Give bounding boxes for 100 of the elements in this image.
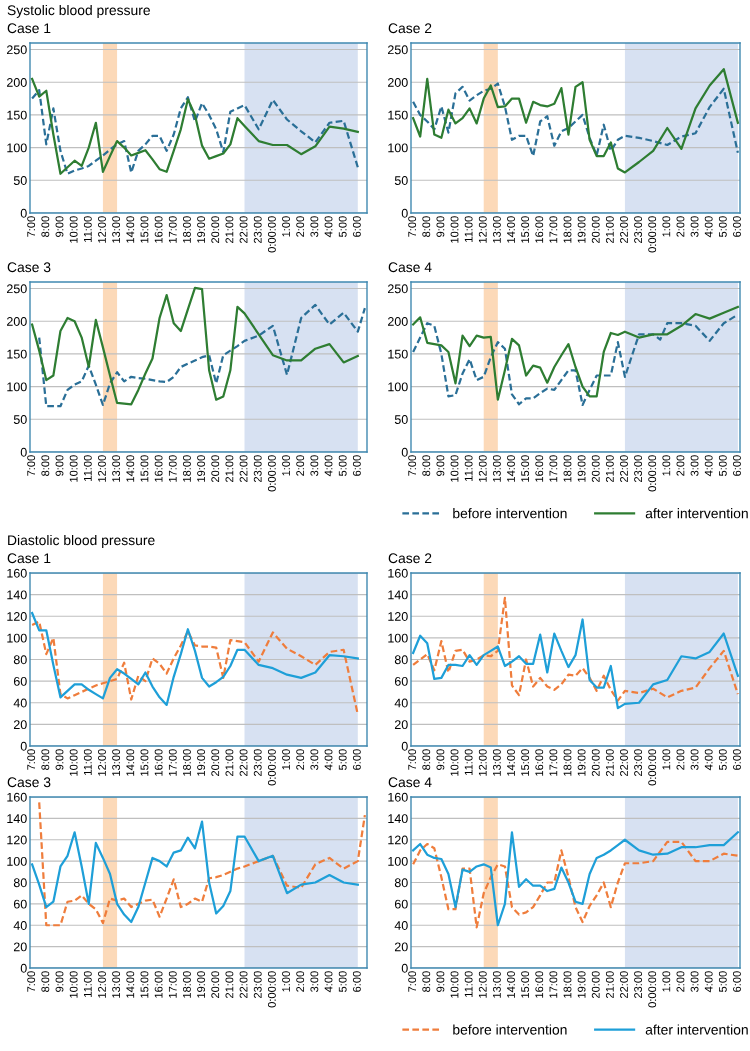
x-tick-label: 10:00 (450, 216, 459, 243)
x-tick-label: 16:00 (154, 971, 163, 998)
x-tick-label: 8:00 (422, 455, 431, 476)
x-tick-label: 6:00 (733, 455, 741, 476)
x-tick-label: 5:00 (718, 216, 727, 237)
x-tick-label: 14:00 (507, 971, 515, 998)
y-tick-label: 200 (388, 317, 408, 326)
x-tick-label: 9:00 (436, 216, 445, 237)
y-tick-label: 120 (7, 835, 27, 845)
line-series (412, 618, 739, 710)
x-tick-label: 23:00 (634, 749, 643, 777)
x-tick-label: 5:00 (718, 455, 727, 476)
x-tick-label: 11:00 (83, 216, 92, 242)
x-tick-label: 9:00 (55, 216, 64, 237)
x-tick-label: 0:00:00 (267, 749, 276, 786)
y-tick-label: 0 (20, 208, 27, 218)
x-tick-label: 14:00 (126, 216, 135, 243)
x-tick-label: 3:00 (690, 455, 699, 476)
y-tick-label: 100 (7, 633, 27, 643)
x-tick-label: 3:00 (310, 749, 319, 770)
x-tick-label: 8:00 (41, 749, 50, 770)
x-tick-label: 0:00:00 (267, 216, 276, 253)
y-tick-label: 100 (7, 143, 27, 153)
x-tick-label: 4:00 (704, 216, 713, 238)
x-tick-label: 0:00:00 (648, 455, 657, 492)
x-tick-label: 19:00 (577, 971, 586, 998)
x-tick-label: 8:00 (41, 455, 50, 476)
x-tick-label: 12:00 (98, 971, 106, 998)
chart-subtitle: Case 3 (7, 777, 51, 788)
x-tick-label: 0:00:00 (648, 749, 657, 786)
x-tick-label: 20:00 (211, 971, 220, 999)
y-tick-label: 80 (13, 878, 27, 888)
x-tick-label: 17:00 (168, 216, 177, 243)
x-tick-label: 2:00 (676, 455, 685, 476)
x-tick-label: 7:00 (27, 749, 36, 770)
x-tick-label: 6:00 (352, 971, 361, 992)
x-tick-label: 23:00 (634, 455, 643, 483)
x-tick-label: 8:00 (41, 216, 50, 237)
x-tick-label: 14:00 (126, 971, 135, 998)
x-tick-label: 19:00 (577, 749, 586, 776)
x-tick-label: 10:00 (69, 216, 78, 243)
x-tick-label: 8:00 (422, 971, 431, 992)
y-tick-label: 50 (13, 415, 27, 424)
chart-title: Diastolic blood pressure (8, 534, 155, 548)
line-series (31, 611, 359, 707)
x-tick-label: 20:00 (591, 749, 600, 777)
x-tick-label: 4:00 (704, 749, 713, 771)
x-tick-label: 5:00 (338, 455, 347, 476)
line-series (412, 596, 739, 702)
x-tick-label: 21:00 (605, 971, 614, 999)
x-tick-label: 22:00 (620, 455, 628, 483)
x-tick-label: 15:00 (521, 455, 530, 482)
x-tick-label: 18:00 (563, 455, 572, 482)
x-tick-label: 23:00 (253, 971, 262, 999)
x-tick-label: 20:00 (211, 455, 220, 483)
y-tick-label: 40 (13, 698, 27, 708)
x-tick-label: 12:00 (98, 749, 106, 776)
x-tick-label: 4:00 (324, 971, 333, 993)
chart-subtitle: Case 1 (7, 553, 51, 564)
x-tick-label: 6:00 (352, 216, 361, 237)
x-tick-label: 21:00 (605, 216, 614, 244)
y-tick-label: 60 (13, 899, 27, 909)
x-tick-label: 7:00 (27, 216, 36, 237)
x-tick-label: 8:00 (422, 216, 431, 237)
x-tick-label: 21:00 (225, 749, 234, 777)
y-tick-label: 20 (13, 720, 27, 730)
x-tick-label: 9:00 (436, 455, 445, 476)
x-tick-label: 5:00 (338, 216, 347, 237)
x-tick-label: 2:00 (296, 455, 305, 476)
x-tick-label: 21:00 (225, 216, 234, 244)
y-tick-label: 80 (13, 655, 27, 665)
x-tick-label: 2:00 (676, 216, 685, 237)
x-tick-label: 12:00 (478, 971, 487, 998)
x-tick-label: 5:00 (718, 971, 727, 992)
x-tick-label: 2:00 (676, 749, 685, 770)
chart-subtitle: Case 2 (388, 23, 432, 34)
y-tick-label: 20 (13, 942, 27, 952)
x-tick-label: 4:00 (704, 971, 713, 993)
y-tick-label: 50 (13, 176, 27, 185)
y-tick-label: 140 (7, 590, 27, 600)
x-tick-label: 7:00 (27, 455, 36, 476)
y-tick-label: 40 (394, 921, 408, 930)
x-tick-label: 1:00 (662, 971, 671, 992)
x-tick-label: 10:00 (69, 971, 78, 998)
x-tick-label: 17:00 (168, 749, 177, 776)
x-tick-label: 15:00 (140, 971, 149, 998)
x-tick-label: 20:00 (591, 455, 600, 483)
chart-title: Systolic blood pressure (7, 4, 150, 18)
x-tick-label: 15:00 (521, 216, 530, 243)
y-tick-label: 100 (388, 382, 408, 392)
x-tick-label: 23:00 (253, 216, 262, 244)
x-tick-label: 1:00 (282, 216, 290, 237)
y-tick-label: 0 (20, 963, 27, 973)
x-tick-label: 15:00 (140, 749, 149, 776)
x-tick-label: 22:00 (239, 749, 248, 777)
x-tick-label: 7:00 (408, 455, 417, 476)
x-tick-label: 1:00 (282, 455, 290, 476)
x-tick-label: 18:00 (182, 455, 191, 482)
x-tick-label: 10:00 (69, 455, 78, 482)
x-tick-label: 19:00 (197, 216, 206, 243)
